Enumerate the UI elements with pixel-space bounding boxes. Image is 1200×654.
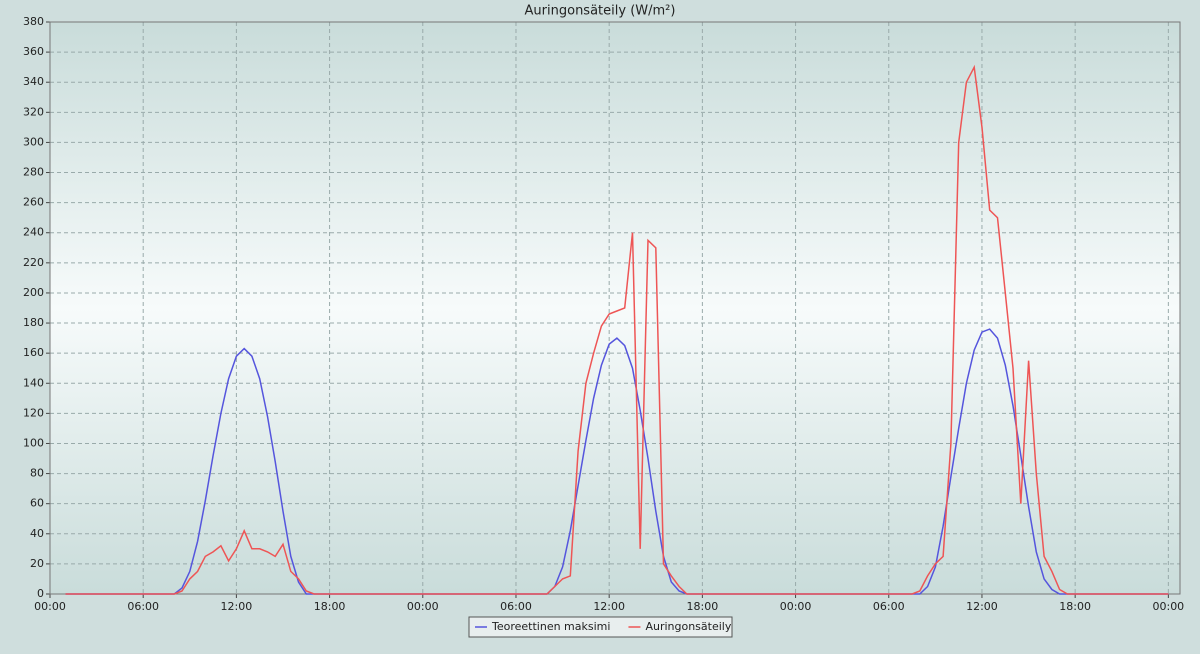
y-tick-label: 380 bbox=[23, 15, 44, 28]
y-tick-label: 120 bbox=[23, 406, 44, 419]
series-line bbox=[65, 328, 1169, 595]
y-tick-label: 200 bbox=[23, 286, 44, 299]
x-tick-label: 18:00 bbox=[314, 600, 346, 613]
x-tick-label: 06:00 bbox=[873, 600, 905, 613]
y-tick-label: 140 bbox=[23, 376, 44, 389]
x-tick-label: 00:00 bbox=[780, 600, 812, 613]
y-tick-label: 340 bbox=[23, 75, 44, 88]
plot-area bbox=[50, 22, 1180, 594]
y-tick-label: 260 bbox=[23, 196, 44, 209]
y-tick-label: 240 bbox=[23, 226, 44, 239]
y-tick-label: 360 bbox=[23, 45, 44, 58]
y-tick-label: 160 bbox=[23, 346, 44, 359]
series-line bbox=[65, 64, 1169, 595]
legend-box bbox=[468, 616, 733, 638]
y-tick-label: 100 bbox=[23, 436, 44, 449]
legend: Teoreettinen maksimi Auringonsäteily bbox=[468, 616, 733, 638]
x-tick-label: 12:00 bbox=[593, 600, 625, 613]
plot-border bbox=[49, 21, 1181, 595]
y-tick-label: 0 bbox=[37, 587, 44, 600]
y-tick-label: 300 bbox=[23, 135, 44, 148]
y-tick-label: 60 bbox=[30, 497, 44, 510]
y-tick-label: 320 bbox=[23, 105, 44, 118]
y-tick-label: 20 bbox=[30, 557, 44, 570]
x-tick-label: 12:00 bbox=[221, 600, 253, 613]
legend-label: Auringonsäteily bbox=[645, 620, 731, 633]
x-tick-label: 06:00 bbox=[127, 600, 159, 613]
x-tick-label: 18:00 bbox=[687, 600, 719, 613]
legend-label: Teoreettinen maksimi bbox=[491, 620, 610, 633]
x-tick-label: 00:00 bbox=[407, 600, 439, 613]
y-tick-label: 180 bbox=[23, 316, 44, 329]
chart-title: Auringonsäteily (W/m²) bbox=[525, 4, 676, 19]
y-tick-label: 40 bbox=[30, 527, 44, 540]
y-tick-label: 220 bbox=[23, 256, 44, 269]
x-tick-label: 00:00 bbox=[1152, 600, 1184, 613]
x-tick-label: 18:00 bbox=[1059, 600, 1091, 613]
x-tick-label: 12:00 bbox=[966, 600, 998, 613]
y-tick-label: 80 bbox=[30, 467, 44, 480]
x-tick-label: 06:00 bbox=[500, 600, 532, 613]
y-tick-label: 280 bbox=[23, 166, 44, 179]
x-tick-label: 00:00 bbox=[34, 600, 66, 613]
